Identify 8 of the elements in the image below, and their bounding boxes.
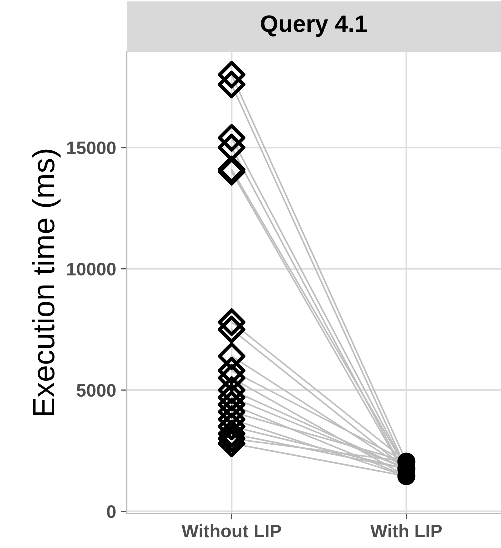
y-tick-label: 5000 — [76, 384, 116, 398]
y-tick-label: 0 — [107, 506, 116, 518]
y-tick-label: 10000 — [68, 262, 116, 276]
y-axis-title: Execution time (ms) — [32, 150, 61, 416]
chart-title: Query 4.1 — [261, 16, 368, 38]
x-tick-label: Without LIP — [182, 524, 282, 538]
x-tick-label: With LIP — [370, 524, 442, 538]
y-tick-label: 15000 — [68, 142, 116, 155]
